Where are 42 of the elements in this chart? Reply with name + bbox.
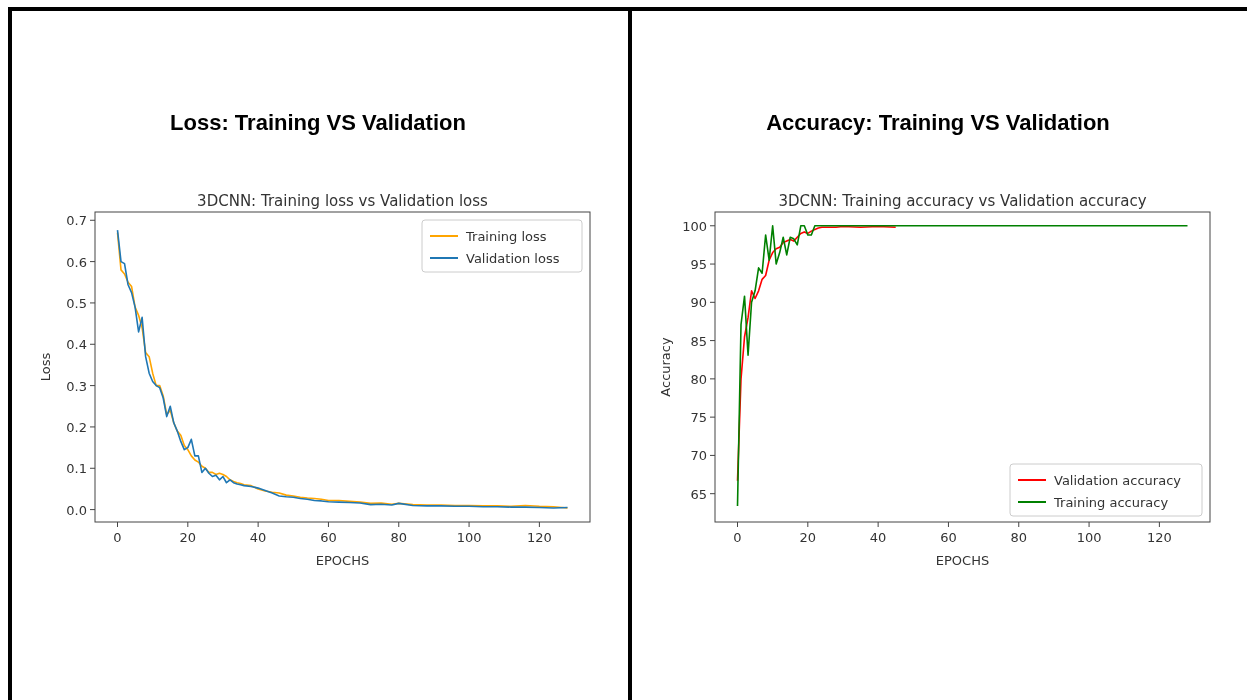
y-tick-label: 95: [690, 257, 707, 273]
y-axis-title: Accuracy: [658, 337, 673, 397]
y-tick-label: 100: [682, 218, 707, 234]
x-tick-label: 20: [799, 530, 817, 545]
chart-subtitle: 3DCNN: Training loss vs Validation loss: [197, 192, 489, 210]
x-tick-label: 40: [249, 530, 267, 545]
y-tick-label: 65: [690, 486, 707, 502]
legend-label: Validation loss: [466, 251, 560, 266]
x-tick-label: 0: [113, 530, 122, 545]
x-tick-label: 80: [1010, 530, 1028, 545]
y-axis-title: Loss: [38, 352, 53, 382]
chart-title: Accuracy: Training VS Validation: [766, 110, 1110, 135]
x-tick-label: 0: [733, 530, 742, 545]
chart-subtitle: 3DCNN: Training accuracy vs Validation accuracy: [778, 192, 1147, 210]
y-tick-label: 0.4: [66, 337, 87, 353]
legend-label: Training accuracy: [1053, 495, 1169, 510]
y-tick-label: 75: [690, 410, 707, 426]
x-tick-label: 40: [869, 530, 887, 545]
x-tick-label: 100: [1076, 530, 1102, 545]
y-tick-label: 0.0: [66, 502, 87, 518]
y-tick-label: 0.7: [66, 213, 87, 229]
x-tick-label: 120: [526, 530, 552, 545]
x-axis-title: EPOCHS: [935, 553, 990, 568]
y-tick-label: 70: [690, 448, 707, 464]
x-tick-label: 100: [456, 530, 482, 545]
y-tick-label: 0.3: [66, 378, 87, 394]
y-tick-label: 80: [690, 371, 707, 387]
y-tick-label: 0.1: [66, 461, 87, 477]
x-tick-label: 20: [179, 530, 197, 545]
y-tick-label: 85: [690, 333, 707, 349]
y-tick-label: 0.6: [66, 254, 87, 270]
x-tick-label: 120: [1146, 530, 1172, 545]
y-tick-label: 0.5: [66, 295, 87, 311]
legend-label: Training loss: [465, 229, 547, 244]
y-tick-label: 0.2: [66, 419, 87, 435]
legend-label: Validation accuracy: [1054, 473, 1182, 488]
y-tick-label: 90: [690, 295, 707, 311]
x-tick-label: 60: [940, 530, 957, 545]
chart-title: Loss: Training VS Validation: [170, 110, 466, 135]
x-axis-title: EPOCHS: [315, 553, 370, 568]
x-tick-label: 60: [320, 530, 337, 545]
x-tick-label: 80: [390, 530, 408, 545]
